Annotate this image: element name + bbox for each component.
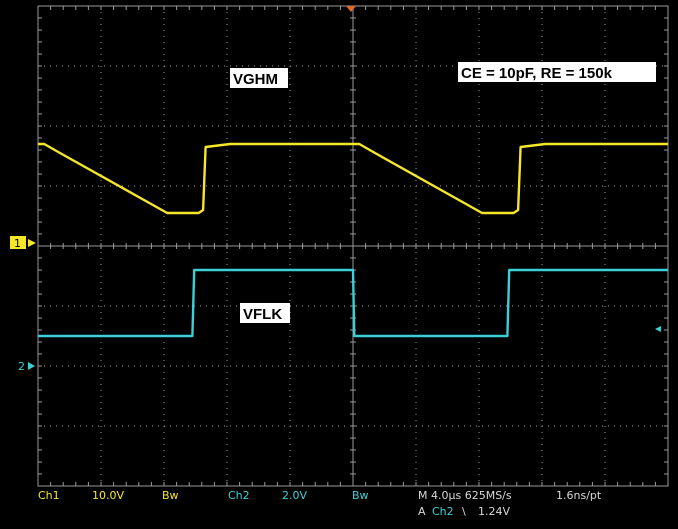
ch1-marker-box — [10, 236, 26, 249]
ch2-trigger-level-marker — [655, 326, 661, 332]
trace-vflk — [38, 268, 668, 338]
trigger-prefix: A — [418, 505, 426, 518]
ch2-label: Ch2 — [228, 489, 250, 502]
trigger-slope: \ — [462, 505, 466, 518]
vghm-label: VGHM — [233, 71, 278, 88]
ch1-label: Ch1 — [38, 489, 60, 502]
trigger-channel: Ch2 — [432, 505, 454, 518]
trigger-level: 1.24V — [478, 505, 510, 518]
timebase-readout: M 4.0µs 625MS/s — [418, 489, 512, 502]
ch2-bandwidth: Bw — [352, 489, 369, 502]
params-label-bg — [458, 62, 656, 82]
traces — [38, 142, 668, 338]
trigger-position-marker — [346, 6, 356, 12]
vflk-label-bg — [240, 303, 290, 323]
ch2-scale: 2.0V — [282, 489, 307, 502]
ch2-marker-arrow — [28, 362, 35, 370]
trace-vghm — [38, 142, 668, 215]
vghm-label-bg — [230, 68, 288, 88]
ch1-scale: 10.0V — [92, 489, 124, 502]
graticule — [37, 5, 669, 487]
ch1-marker-arrow — [28, 239, 36, 247]
points-readout: 1.6ns/pt — [556, 489, 602, 502]
ch2-marker-label: 2 — [18, 360, 25, 373]
params-label: CE = 10pF, RE = 150k — [461, 65, 613, 82]
vflk-label: VFLK — [243, 306, 282, 323]
ch1-bandwidth: Bw — [162, 489, 179, 502]
ch1-marker-label: 1 — [14, 237, 21, 250]
